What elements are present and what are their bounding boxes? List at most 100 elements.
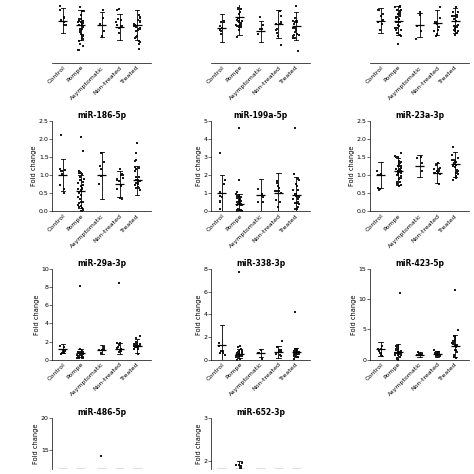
Point xyxy=(277,189,285,197)
Point xyxy=(292,352,299,360)
Point xyxy=(78,26,86,33)
Point xyxy=(436,165,443,173)
Point xyxy=(451,12,458,19)
Title: miR-23a-3p: miR-23a-3p xyxy=(395,111,444,120)
Point xyxy=(77,27,84,34)
Point xyxy=(97,150,104,157)
Point xyxy=(116,348,123,356)
Point xyxy=(435,23,443,30)
Point xyxy=(115,24,123,32)
Point xyxy=(116,341,123,348)
Point xyxy=(75,170,82,177)
Point xyxy=(131,167,138,174)
Point xyxy=(397,350,405,358)
Point xyxy=(395,22,402,29)
Point xyxy=(137,14,144,21)
Point xyxy=(293,347,301,355)
Point xyxy=(289,18,297,25)
Point xyxy=(274,32,282,40)
Point xyxy=(77,208,85,215)
Point xyxy=(395,16,403,23)
Point xyxy=(57,350,64,358)
Point xyxy=(236,347,243,355)
Point xyxy=(135,16,142,24)
Point xyxy=(233,351,241,358)
Point xyxy=(236,192,243,200)
Point xyxy=(291,171,298,178)
Point xyxy=(235,10,243,18)
Point xyxy=(132,340,140,347)
Point xyxy=(113,340,121,347)
Point xyxy=(130,340,138,347)
Point xyxy=(79,18,86,26)
Point xyxy=(397,172,404,180)
Point xyxy=(258,190,265,198)
Point xyxy=(377,170,384,178)
Point xyxy=(394,21,402,28)
Point xyxy=(289,24,297,32)
Point xyxy=(431,349,438,356)
Point xyxy=(236,198,243,206)
Point xyxy=(217,349,224,357)
Point xyxy=(417,11,424,19)
Point xyxy=(295,204,302,211)
Point xyxy=(135,45,143,52)
Point xyxy=(97,172,105,179)
Point xyxy=(235,191,242,199)
Point xyxy=(394,29,401,36)
Point xyxy=(97,453,105,460)
Point xyxy=(73,352,81,359)
Point xyxy=(75,17,82,25)
Point xyxy=(295,351,302,358)
Point xyxy=(75,189,82,197)
Point xyxy=(236,176,243,183)
Point xyxy=(293,182,301,190)
Point xyxy=(395,158,403,165)
Point xyxy=(397,354,404,361)
Point xyxy=(295,350,302,358)
Point xyxy=(74,201,82,209)
Point xyxy=(453,167,460,174)
Point xyxy=(418,160,426,167)
Point xyxy=(292,190,300,198)
Point xyxy=(255,30,262,37)
Point xyxy=(275,348,283,356)
Point xyxy=(451,337,459,344)
Point xyxy=(294,175,301,183)
Point xyxy=(413,22,420,29)
Point xyxy=(291,200,299,207)
Point xyxy=(436,14,444,22)
Point xyxy=(58,170,66,178)
Point xyxy=(392,3,399,10)
Point xyxy=(417,9,424,16)
Point xyxy=(452,24,459,31)
Point xyxy=(216,199,224,206)
Point xyxy=(78,7,86,14)
Point xyxy=(290,352,298,360)
Point xyxy=(131,34,139,42)
Point xyxy=(451,27,459,35)
Point xyxy=(78,12,85,19)
Point xyxy=(376,26,384,34)
Point xyxy=(290,35,297,42)
Point xyxy=(394,343,401,350)
Point xyxy=(451,287,458,294)
Point xyxy=(235,23,243,30)
Point xyxy=(397,164,405,172)
Point xyxy=(290,24,297,31)
Point xyxy=(137,26,144,33)
Point xyxy=(58,349,66,356)
Point xyxy=(394,168,401,175)
Point xyxy=(256,13,264,21)
Point xyxy=(74,185,82,193)
Point xyxy=(290,350,298,357)
Point xyxy=(233,353,240,360)
Point xyxy=(277,20,285,28)
Point xyxy=(236,342,244,350)
Point xyxy=(135,37,143,45)
Point xyxy=(238,349,246,357)
Point xyxy=(131,21,139,29)
Point xyxy=(393,13,401,21)
Point xyxy=(98,165,105,173)
Point xyxy=(395,349,403,357)
